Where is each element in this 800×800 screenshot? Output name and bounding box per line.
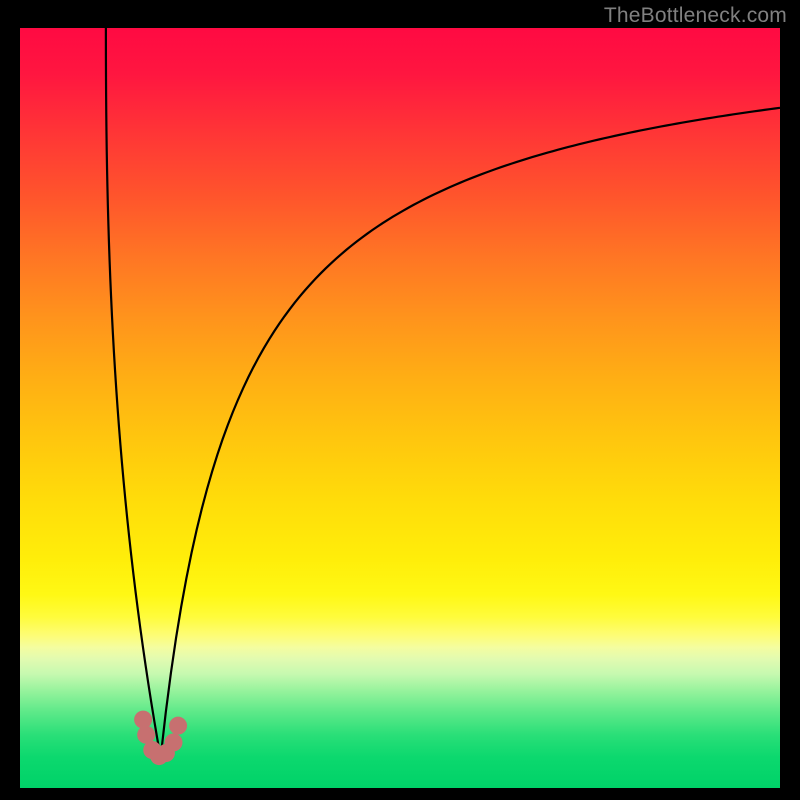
plot-area bbox=[20, 28, 780, 788]
plot-svg bbox=[20, 28, 780, 788]
marker-point bbox=[134, 711, 152, 729]
marker-point bbox=[165, 733, 183, 751]
gradient-background bbox=[20, 28, 780, 788]
watermark-text: TheBottleneck.com bbox=[604, 4, 787, 28]
marker-point bbox=[169, 717, 187, 735]
chart-root: TheBottleneck.com bbox=[0, 0, 800, 800]
